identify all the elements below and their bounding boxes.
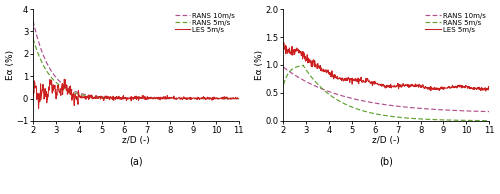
RANS 10m/s: [436, 108, 442, 111]
LES 5m/s: [124, 97, 130, 99]
LES 5m/s: [402, 84, 408, 86]
Line: LES 5m/s: LES 5m/s: [33, 79, 239, 108]
RANS 10m/s: [418, 107, 424, 110]
RANS 10m/s: [66, 88, 72, 90]
Text: (b): (b): [380, 157, 394, 167]
Y-axis label: Eα (%): Eα (%): [255, 50, 264, 80]
RANS 5m/s: [374, 113, 380, 115]
RANS 5m/s: [66, 90, 72, 92]
RANS 10m/s: [317, 87, 323, 89]
LES 5m/s: [62, 78, 68, 80]
LES 5m/s: [334, 77, 340, 80]
RANS 5m/s: [123, 97, 129, 100]
Y-axis label: Eα (%): Eα (%): [6, 50, 15, 80]
Line: RANS 5m/s: RANS 5m/s: [284, 65, 489, 121]
RANS 10m/s: [334, 93, 340, 95]
RANS 10m/s: [280, 66, 286, 68]
RANS 5m/s: [334, 98, 340, 101]
X-axis label: z/D (-): z/D (-): [122, 136, 150, 145]
RANS 5m/s: [236, 97, 242, 100]
Line: RANS 10m/s: RANS 10m/s: [33, 21, 239, 99]
LES 5m/s: [152, 96, 158, 99]
RANS 10m/s: [486, 110, 492, 113]
RANS 5m/s: [486, 120, 492, 122]
LES 5m/s: [30, 95, 36, 97]
RANS 10m/s: [185, 97, 191, 100]
LES 5m/s: [418, 85, 424, 87]
RANS 5m/s: [280, 83, 286, 86]
LES 5m/s: [168, 97, 174, 99]
LES 5m/s: [436, 87, 442, 89]
Legend: RANS 10m/s, RANS 5m/s, LES 5m/s: RANS 10m/s, RANS 5m/s, LES 5m/s: [174, 11, 236, 34]
RANS 5m/s: [185, 97, 191, 100]
Line: RANS 5m/s: RANS 5m/s: [33, 39, 239, 99]
X-axis label: z/D (-): z/D (-): [372, 136, 400, 145]
RANS 5m/s: [30, 37, 36, 40]
LES 5m/s: [483, 90, 489, 92]
RANS 5m/s: [436, 119, 442, 121]
LES 5m/s: [486, 88, 492, 90]
LES 5m/s: [281, 42, 287, 44]
RANS 5m/s: [300, 64, 306, 66]
RANS 5m/s: [317, 86, 323, 88]
LES 5m/s: [374, 82, 380, 84]
LES 5m/s: [186, 97, 192, 100]
RANS 10m/s: [402, 106, 407, 108]
RANS 10m/s: [30, 20, 36, 22]
RANS 10m/s: [123, 97, 129, 99]
LES 5m/s: [84, 97, 89, 99]
LES 5m/s: [236, 97, 242, 100]
LES 5m/s: [317, 64, 323, 67]
LES 5m/s: [280, 44, 286, 46]
RANS 5m/s: [168, 97, 173, 100]
RANS 10m/s: [374, 102, 380, 105]
LES 5m/s: [67, 93, 73, 95]
RANS 5m/s: [418, 118, 424, 120]
Line: RANS 10m/s: RANS 10m/s: [284, 67, 489, 112]
RANS 5m/s: [83, 94, 89, 97]
RANS 10m/s: [152, 97, 158, 100]
RANS 5m/s: [152, 97, 158, 100]
RANS 10m/s: [236, 97, 242, 100]
Text: (a): (a): [129, 157, 142, 167]
RANS 10m/s: [168, 97, 173, 100]
LES 5m/s: [36, 107, 42, 110]
RANS 10m/s: [83, 94, 89, 96]
Line: LES 5m/s: LES 5m/s: [284, 43, 489, 91]
RANS 5m/s: [402, 117, 408, 119]
Legend: RANS 10m/s, RANS 5m/s, LES 5m/s: RANS 10m/s, RANS 5m/s, LES 5m/s: [424, 11, 487, 34]
